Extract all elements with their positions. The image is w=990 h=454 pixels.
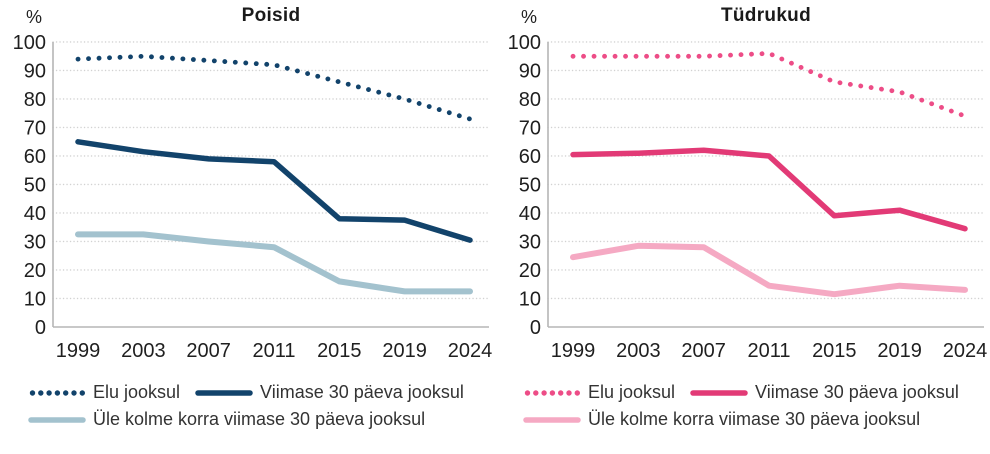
y-tick-label: 80	[519, 89, 541, 111]
chart-panel-tudrukud: % Tüdrukud 0 10 20 30 40 50 60 70 80 90 100 1999 200…	[495, 0, 990, 454]
legend-item-lifetime: Elu jooksul	[523, 382, 675, 403]
legend-label: Viimase 30 päeva jooksul	[260, 382, 464, 402]
legend-item-more-than-3-times: Üle kolme korra viimase 30 päeva jooksul	[28, 409, 425, 430]
solid-line-sample-icon	[195, 389, 253, 396]
legend-row: Üle kolme korra viimase 30 päeva jooksul	[523, 406, 990, 433]
legend-row: Üle kolme korra viimase 30 päeva jooksul	[28, 406, 495, 433]
legend-dot	[29, 389, 36, 396]
legend-dot	[533, 389, 539, 396]
y-tick-label: 100	[13, 32, 46, 54]
x-tick-label: 2007	[681, 340, 726, 362]
legend-poisid: Elu jooksul Viimase 30 päeva jooksul Üle…	[28, 379, 495, 433]
series-line-dotted-0	[570, 51, 968, 119]
y-axis-unit-label: %	[521, 7, 538, 27]
y-tick-label: 100	[508, 32, 541, 54]
y-tick-label: 10	[519, 289, 541, 311]
chart-panel-poisid: % Poisid 0 10 20 30 40 50 60 70 80 90 100 1999 2003 2…	[13, 5, 495, 433]
y-tick-label: 0	[530, 317, 541, 339]
light-line-sample-icon	[523, 416, 581, 423]
legend-item-more-than-3-times: Üle kolme korra viimase 30 päeva jooksul	[523, 409, 920, 430]
dotted-line-sample-icon	[29, 389, 85, 396]
legend-label: Üle kolme korra viimase 30 päeva jooksul	[93, 409, 426, 429]
y-tick-label: 90	[519, 61, 541, 83]
legend-label: Elu jooksul	[588, 382, 676, 402]
x-tick-label: 2015	[317, 340, 362, 362]
y-tick-label: 30	[24, 232, 46, 254]
legend-dot	[574, 389, 580, 396]
legend-dot	[566, 389, 572, 396]
dotted-line-sample-icon	[524, 389, 580, 396]
y-tick-label: 70	[24, 118, 46, 140]
y-tick-label: 80	[24, 89, 46, 111]
legend-dot	[549, 389, 556, 396]
series-line-solid-2	[570, 242, 968, 298]
legend-dot	[558, 389, 564, 396]
legend-dot	[46, 389, 52, 396]
legend-item-lifetime: Elu jooksul	[28, 382, 180, 403]
y-tick-label: 20	[519, 260, 541, 282]
y-axis-unit-label: %	[26, 7, 43, 27]
legend-dot	[63, 389, 69, 396]
y-tick-label: 60	[24, 146, 46, 168]
legend-tudrukud: Elu jooksul Viimase 30 päeva jooksul Üle…	[523, 379, 990, 433]
y-tick-label: 10	[24, 289, 46, 311]
legend-row: Elu jooksul Viimase 30 päeva jooksul	[28, 379, 495, 406]
y-tick-label: 90	[24, 61, 46, 83]
legend-dot	[54, 389, 61, 396]
y-tick-label: 20	[24, 260, 46, 282]
series-line-solid-2	[75, 231, 473, 295]
legend-label: Viimase 30 päeva jooksul	[755, 382, 959, 402]
x-tick-label: 2019	[382, 340, 427, 362]
x-tick-label: 1999	[551, 340, 596, 362]
x-tick-label: 2011	[252, 340, 295, 362]
x-tick-label: 2007	[186, 340, 231, 362]
x-tick-label: 2024	[448, 340, 493, 362]
legend-dot	[79, 389, 85, 396]
x-tick-label: 2003	[121, 340, 166, 362]
x-tick-label: 1999	[56, 340, 101, 362]
y-tick-label: 70	[519, 118, 541, 140]
y-tick-label: 0	[35, 317, 46, 339]
legend-dot	[38, 389, 44, 396]
y-tick-label: 60	[519, 146, 541, 168]
x-tick-label: 2019	[877, 340, 922, 362]
solid-line-sample-icon	[690, 389, 748, 396]
x-tick-label: 2024	[943, 340, 988, 362]
x-tick-label: 2015	[812, 340, 857, 362]
legend-label: Elu jooksul	[93, 382, 181, 402]
x-tick-label: 2011	[747, 340, 790, 362]
y-tick-label: 50	[519, 175, 541, 197]
legend-dot	[524, 389, 531, 396]
chart-title-tudrukud: Tüdrukud	[721, 5, 811, 26]
legend-dot	[541, 389, 547, 396]
legend-item-last-30-days: Viimase 30 päeva jooksul	[690, 382, 959, 403]
line-chart-tudrukud: 0 10 20 30 40 50 60 70 80 90 100 1999 2003 2007 2011 20…	[508, 32, 988, 362]
y-tick-label: 50	[24, 175, 46, 197]
series-line-solid-1	[570, 147, 968, 232]
line-chart-poisid: 0 10 20 30 40 50 60 70 80 90 100 1999 2003 2007 2011 20…	[13, 32, 493, 362]
series-line-solid-1	[75, 139, 473, 243]
y-tick-label: 40	[24, 203, 46, 225]
legend-row: Elu jooksul Viimase 30 päeva jooksul	[523, 379, 990, 406]
y-tick-label: 40	[519, 203, 541, 225]
legend-label: Üle kolme korra viimase 30 päeva jooksul	[588, 409, 921, 429]
light-line-sample-icon	[28, 416, 86, 423]
legend-item-last-30-days: Viimase 30 päeva jooksul	[195, 382, 464, 403]
chart-title-poisid: Poisid	[241, 5, 301, 26]
series-line-dotted-0	[75, 53, 473, 122]
y-tick-label: 30	[519, 232, 541, 254]
x-tick-label: 2003	[616, 340, 661, 362]
legend-dot	[71, 389, 77, 396]
